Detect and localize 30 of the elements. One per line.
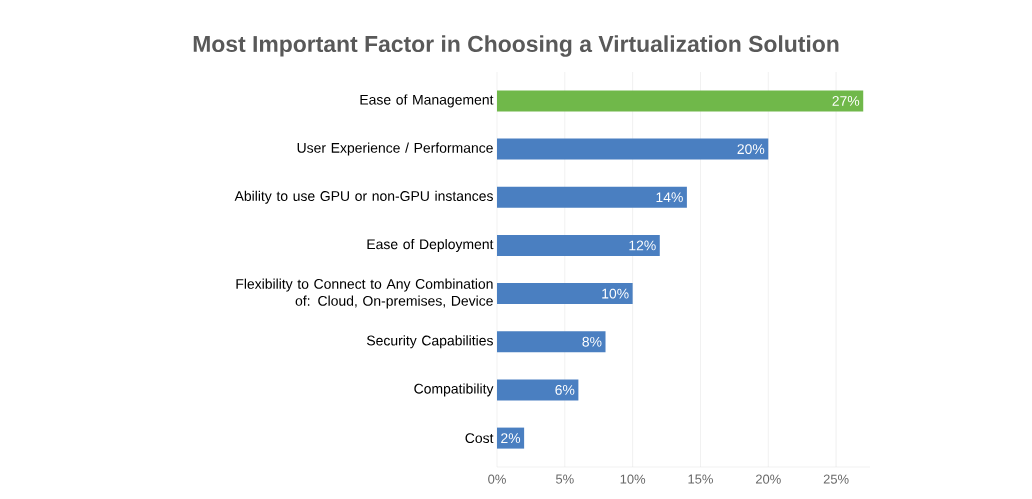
data-label: 2% — [501, 433, 521, 444]
y-tick-label: User Experience / Performance — [297, 142, 493, 156]
bar — [497, 283, 633, 305]
bar — [497, 331, 606, 353]
y-tick-label: Ease of Management — [360, 94, 494, 108]
data-label: 8% — [582, 336, 602, 347]
y-tick-label: Cost — [465, 433, 494, 444]
x-tick-label: 15% — [688, 474, 713, 484]
chart-title: Most Important Factor in Choosing a Virtualization Solution — [193, 35, 839, 57]
bar — [497, 90, 864, 112]
data-label: 12% — [629, 240, 656, 251]
bar — [497, 234, 660, 256]
x-tick-label: 25% — [823, 474, 849, 484]
x-tick-label: 10% — [620, 474, 646, 484]
y-tick-label: Security Capabilities — [366, 335, 493, 349]
x-tick-label: 20% — [755, 474, 781, 484]
y-tick-label: Ability to use GPU or non-GPU instances — [234, 190, 493, 204]
bar — [497, 138, 769, 160]
x-tick-label: 0% — [488, 474, 506, 484]
data-label: 6% — [555, 384, 575, 395]
data-label: 27% — [832, 95, 860, 106]
bar — [497, 186, 687, 208]
data-label: 10% — [602, 288, 629, 299]
y-tick-label: Flexibility to Connect to Any Combination of: Cloud, On-premises, Device — [236, 278, 493, 309]
y-tick-label: Compatibility — [414, 383, 494, 397]
y-tick-label: Ease of Deployment — [367, 238, 494, 252]
data-label: 14% — [656, 192, 683, 203]
data-label: 20% — [737, 144, 765, 155]
x-tick-label: 5% — [555, 474, 574, 484]
bar — [497, 379, 579, 401]
